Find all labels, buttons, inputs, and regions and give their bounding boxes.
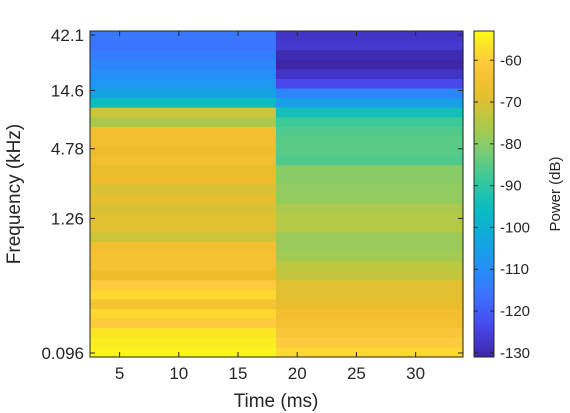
- heatmap-cell: [275, 194, 464, 205]
- colorbar-axis: -60 -70 -80 -90 -100 -110 -120 -130: [474, 52, 530, 362]
- heatmap-cell: [275, 136, 464, 147]
- heatmap-cell: [275, 280, 464, 291]
- heatmap-cell: [275, 213, 464, 224]
- heatmap-cell: [275, 174, 464, 186]
- plot-frame: [89, 30, 464, 358]
- colorbar-tick-label: -120: [500, 303, 530, 320]
- y-axis-label: Frequency (kHz): [4, 124, 25, 264]
- heatmap-cell: [90, 347, 277, 358]
- heatmap-cell: [90, 289, 277, 301]
- x-tick-label: 25: [347, 364, 366, 383]
- heatmap-cell: [275, 155, 464, 166]
- heatmap-cell: [90, 318, 277, 329]
- heatmap-cell: [90, 155, 277, 166]
- x-tick-label: 15: [229, 364, 248, 383]
- heatmap-cell: [90, 337, 277, 349]
- heatmap-cell: [275, 232, 464, 243]
- heatmap-cell: [275, 289, 464, 301]
- heatmap-cell: [90, 232, 277, 243]
- heatmap-cell: [275, 241, 464, 253]
- x-tick-label: 5: [115, 364, 124, 383]
- heatmap-cell: [275, 270, 464, 281]
- heatmap-cell: [90, 69, 277, 80]
- heatmap-cell: [275, 251, 464, 262]
- y-tick-label: 0.096: [41, 344, 84, 363]
- heatmap-cell: [275, 328, 464, 339]
- heatmap-cell: [275, 50, 464, 61]
- colorbar-tick-label: -110: [500, 261, 529, 278]
- heatmap-cell: [275, 107, 464, 118]
- heatmap-cell: [275, 261, 464, 272]
- heatmap-cell: [90, 174, 277, 186]
- heatmap-cell: [275, 117, 464, 128]
- heatmap-cell: [275, 347, 464, 358]
- heatmap-cell: [275, 78, 464, 90]
- heatmap-cells: [90, 31, 464, 358]
- heatmap-cell: [275, 40, 464, 51]
- heatmap-cell: [90, 328, 277, 339]
- heatmap-cell: [90, 184, 277, 195]
- heatmap-cell: [275, 69, 464, 80]
- y-tick-label: 4.78: [51, 140, 84, 159]
- heatmap-cell: [90, 213, 277, 224]
- colorbar-tick-label: -90: [500, 178, 522, 195]
- y-tick-label: 14.6: [51, 81, 84, 100]
- heatmap-cell: [90, 194, 277, 205]
- heatmap-cell: [90, 31, 277, 42]
- heatmap-cell: [90, 299, 277, 310]
- heatmap-cell: [90, 107, 277, 118]
- x-tick-label: 20: [288, 364, 307, 383]
- x-tick-label: 10: [169, 364, 188, 383]
- heatmap-cell: [90, 40, 277, 51]
- heatmap-cell: [275, 203, 464, 214]
- heatmap-cell: [90, 50, 277, 61]
- colorbar: [473, 30, 495, 358]
- heatmap-cell: [275, 98, 464, 109]
- heatmap-cell: [90, 117, 277, 128]
- heatmap-cell: [90, 241, 277, 253]
- heatmap-cell: [90, 261, 277, 272]
- x-tick-label: 30: [406, 364, 425, 383]
- heatmap-cell: [90, 78, 277, 90]
- heatmap-cell: [275, 337, 464, 349]
- colorbar-tick-label: -100: [500, 219, 530, 236]
- heatmap-cell: [90, 126, 277, 138]
- heatmap-cell: [275, 318, 464, 329]
- heatmap-cell: [90, 88, 277, 99]
- heatmap-cell: [90, 309, 277, 320]
- colorbar-tick-label: -80: [500, 136, 522, 153]
- heatmap-cell: [90, 59, 277, 70]
- heatmap-cell: [275, 146, 464, 157]
- heatmap-cell: [275, 126, 464, 138]
- heatmap-cell: [90, 165, 277, 176]
- y-axis: 0.096 1.26 4.78 14.6 42.1: [41, 26, 463, 363]
- heatmap-cell: [90, 146, 277, 157]
- heatmap-cell: [90, 98, 277, 109]
- y-tick-label: 42.1: [51, 26, 84, 45]
- colorbar-tick-label: -70: [500, 94, 522, 111]
- heatmap-cell: [275, 31, 464, 42]
- colorbar-tick-label: -130: [500, 345, 530, 362]
- x-axis-label: Time (ms): [234, 391, 319, 412]
- heatmap-cell: [90, 222, 277, 233]
- heatmap-cell: [275, 184, 464, 195]
- heatmap-cell: [90, 203, 277, 214]
- y-tick-label: 1.26: [51, 209, 84, 228]
- heatmap-cell: [275, 165, 464, 176]
- heatmap-cell: [275, 222, 464, 233]
- colorbar-tick-label: -60: [500, 52, 522, 69]
- x-axis: 5 10 15 20 25 30: [115, 31, 425, 383]
- heatmap-cell: [275, 88, 464, 99]
- heatmap-cell: [90, 136, 277, 147]
- heatmap-cell: [90, 251, 277, 262]
- heatmap-cell: [275, 59, 464, 70]
- heatmap-cell: [275, 309, 464, 320]
- colorbar-label: Power (dB): [547, 156, 564, 231]
- heatmap-cell: [90, 280, 277, 291]
- heatmap-cell: [90, 270, 277, 281]
- heatmap-cell: [275, 299, 464, 310]
